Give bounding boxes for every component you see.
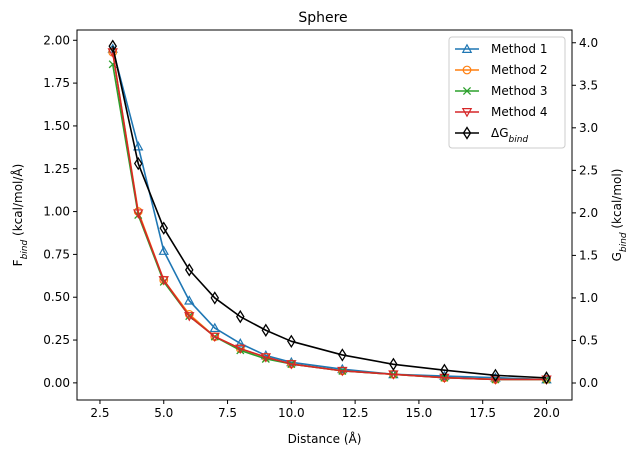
x-tick-label: 7.5 — [218, 406, 237, 420]
legend-label: Method 1 — [491, 42, 547, 56]
data-point — [236, 309, 245, 324]
legend-marker — [461, 43, 473, 53]
y-left-tick-label: 1.25 — [43, 162, 70, 176]
y-left-tick-label: 0.25 — [43, 333, 70, 347]
x-tick-label: 5.0 — [154, 406, 173, 420]
data-point — [184, 263, 194, 277]
y-right-tick-label: 2.0 — [579, 206, 598, 220]
data-point — [159, 221, 169, 235]
data-point — [209, 322, 221, 333]
legend-marker — [462, 86, 472, 96]
legend-label: Method 4 — [491, 105, 547, 119]
data-point — [133, 209, 144, 219]
legend-label: Method 2 — [491, 63, 547, 77]
data-point — [491, 368, 500, 383]
data-point — [286, 360, 297, 370]
series-group — [107, 39, 552, 385]
y-right-tick-label: 3.5 — [579, 78, 598, 92]
y-left-axis-label: Fbind (kcal/mol/Å) — [10, 164, 30, 267]
x-tick-label: 15.0 — [406, 406, 433, 420]
data-point — [440, 363, 449, 377]
y-right-tick-label: 1.0 — [579, 291, 598, 305]
y-right-tick-label: 4.0 — [579, 36, 598, 50]
data-point — [158, 245, 169, 255]
y-right-axis-label: Gbind (kcal/mol) — [610, 169, 629, 262]
y-left-tick-label: 1.50 — [43, 119, 70, 133]
data-point — [184, 295, 195, 305]
data-point — [158, 276, 169, 286]
data-point — [338, 348, 347, 362]
axes: 2.5 5.0 7.5 10.0 12.5 15.0 17.5 20.0 0.00 0.25 0.5… — [10, 29, 629, 446]
x-tick-label: 2.5 — [90, 406, 109, 420]
y-left-tick-label: 0.75 — [43, 247, 70, 261]
legend-label: Method 3 — [491, 84, 547, 98]
y-left-tick-label: 0.00 — [43, 376, 70, 390]
data-point — [542, 371, 551, 385]
data-point — [261, 323, 271, 337]
y-left-tick-label: 1.75 — [43, 76, 70, 90]
x-tick-label: 12.5 — [342, 406, 369, 420]
data-point — [337, 366, 348, 377]
legend-label: ΔGbind — [491, 126, 528, 145]
x-axis-label: Distance (Å) — [288, 431, 362, 446]
data-point — [287, 334, 296, 349]
legend: Method 1 Method 2 Method 3 Method 4 ΔGbind — [448, 36, 566, 149]
data-point — [184, 312, 195, 322]
data-point — [210, 291, 220, 305]
data-point — [108, 39, 117, 53]
legend-marker — [462, 65, 472, 75]
series-line-4 — [111, 52, 547, 381]
y-left-tick-label: 0.50 — [43, 290, 70, 304]
y-left-tick-label: 1.00 — [43, 205, 70, 219]
x-tick-label: 10.0 — [278, 406, 305, 420]
data-point — [133, 141, 144, 151]
y-left-tick-label: 2.00 — [43, 33, 70, 47]
data-point — [389, 357, 398, 371]
data-point — [235, 344, 246, 355]
data-point — [133, 156, 143, 171]
data-point — [260, 353, 272, 363]
legend-marker — [462, 126, 472, 140]
x-tick-label: 17.5 — [469, 406, 496, 420]
y-right-tick-label: 2.5 — [579, 163, 598, 177]
data-point — [235, 338, 246, 348]
y-right-tick-label: 0.5 — [579, 333, 598, 347]
chart-title: Sphere — [298, 10, 347, 26]
data-point — [209, 332, 221, 343]
legend-box — [448, 36, 566, 149]
plot-area — [107, 39, 552, 385]
x-tick-label: 20.0 — [533, 406, 560, 420]
y-right-tick-label: 1.5 — [579, 248, 598, 262]
legend-marker — [461, 108, 473, 118]
y-right-tick-label: 0.0 — [579, 376, 598, 390]
axes-frame — [76, 29, 573, 401]
y-right-tick-label: 3.0 — [579, 121, 598, 135]
data-point — [439, 373, 450, 384]
series-line-5 — [111, 45, 547, 379]
